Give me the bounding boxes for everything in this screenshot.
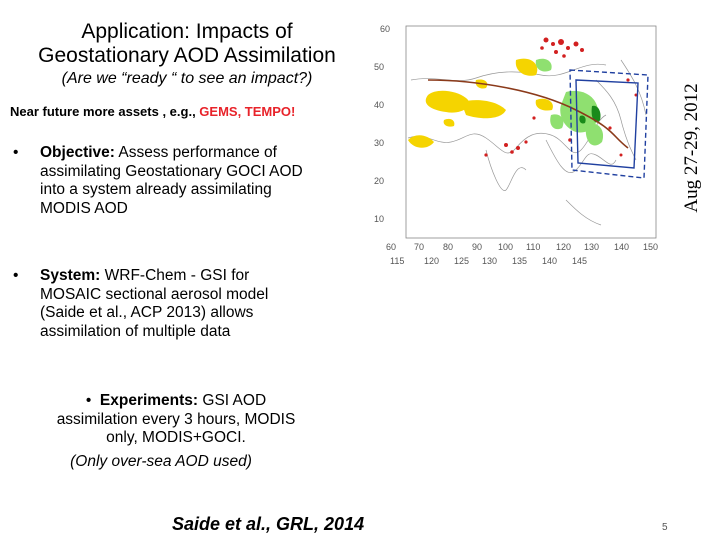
lat-label: 50 (374, 62, 384, 72)
title-line-1: Application: Impacts of (81, 20, 293, 43)
experiments-note: (Only over-sea AOD used) (70, 453, 252, 470)
experiments-label: Experiments: (99, 392, 199, 409)
lon-label: 100 (498, 242, 513, 252)
lon-label-inner: 125 (454, 256, 469, 266)
objective-text: Assess performance of assimilating Geost… (40, 144, 303, 217)
system-label: System: (40, 267, 101, 284)
map-frame (405, 25, 657, 239)
satellite-track (427, 79, 629, 149)
aod-map-figure: 60 50 40 30 20 10 60 70 80 90 100 110 12… (374, 24, 658, 266)
lon-label: 80 (443, 242, 453, 252)
lon-label-inner: 145 (572, 256, 587, 266)
title-line-2: Geostationary AOD Assimilation (38, 44, 336, 67)
bullet-dot: • (85, 392, 92, 409)
objective-label: Objective: (40, 144, 115, 161)
lon-label: 150 (643, 242, 658, 252)
slide-title: Application: Impacts of Geostationary AO… (14, 20, 360, 68)
lon-label: 140 (614, 242, 629, 252)
lat-label: 60 (380, 24, 390, 34)
lon-label: 90 (472, 242, 482, 252)
system-text: WRF-Chem - GSI for MOSAIC sectional aero… (40, 267, 269, 340)
citation: Saide et al., GRL, 2014 (172, 514, 365, 534)
date-vertical: Aug 27-29, 2012 (681, 83, 702, 213)
lat-label: 30 (374, 138, 384, 148)
lat-label: 40 (374, 100, 384, 110)
lon-label: 120 (556, 242, 571, 252)
lon-label: 110 (526, 242, 540, 252)
lon-label-inner: 135 (512, 256, 527, 266)
near-future-highlight: GEMS, TEMPO (199, 104, 292, 119)
bullet-dot: • (13, 267, 19, 284)
observation-points (484, 37, 638, 157)
system-bullet: • System: WRF-Chem - GSI for MOSAIC sect… (13, 267, 313, 359)
lon-label-inner: 130 (482, 256, 497, 266)
lat-label: 10 (374, 214, 384, 224)
near-future-prefix: Near future more assets , e.g., (10, 104, 200, 119)
lon-label: 130 (584, 242, 599, 252)
experiments-text: GSI AOD assimilation every 3 hours, MODI… (56, 392, 296, 446)
lon-label-inner: 140 (542, 256, 557, 266)
near-future-suffix: ! (291, 104, 296, 119)
lon-label: 60 (386, 242, 396, 252)
page-number: 5 (662, 522, 668, 533)
lon-label-inner: 115 (390, 256, 404, 266)
domain-boxes (569, 69, 649, 179)
objective-bullet: • Objective: Assess performance of assim… (13, 144, 313, 236)
lat-label: 20 (374, 176, 384, 186)
lon-label: 70 (414, 242, 424, 252)
slide-subtitle: (Are we “ready “ to see an impact?) (61, 70, 313, 87)
lon-label-inner: 120 (424, 256, 439, 266)
near-future-note: Near future more assets , e.g., GEMS, TE… (10, 104, 295, 119)
modis-aod-coverage (408, 58, 553, 148)
bullet-dot: • (13, 144, 19, 161)
